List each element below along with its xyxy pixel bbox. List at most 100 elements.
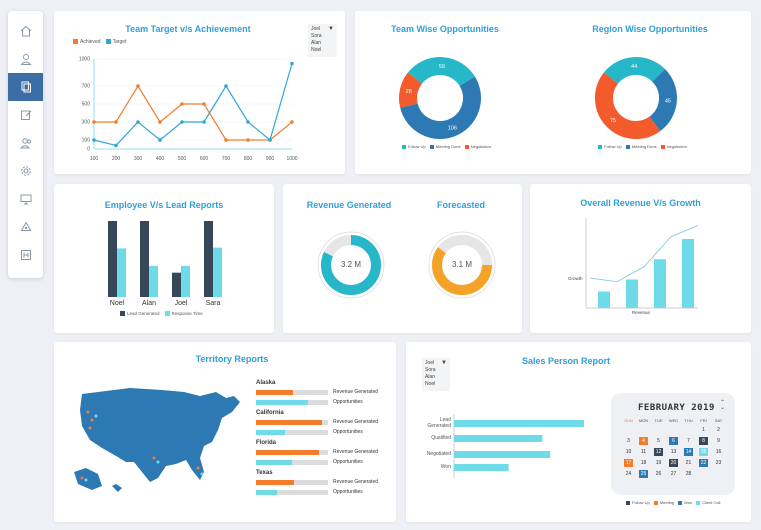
sales-person-title: Sales Person Report xyxy=(521,356,611,366)
employee-lead-card: Employee V/s Lead Reports Noel Alan Joel Sa… xyxy=(54,184,274,333)
calendar-day[interactable]: 6 xyxy=(669,437,678,445)
metric-label: Opportunities xyxy=(333,399,363,405)
dropdown-option[interactable]: Sora xyxy=(425,367,436,373)
x-tick-label: 1000 xyxy=(286,156,297,162)
region-wise-legend: Follow Up Meeting Done Negotiation xyxy=(598,144,687,149)
gauge-outer-ring xyxy=(428,231,496,299)
data-point xyxy=(158,138,162,142)
forecast-title: Forecasted xyxy=(436,200,486,210)
bar-lead-generated xyxy=(172,272,181,297)
usa-map xyxy=(74,388,240,492)
calendar-day[interactable]: 13 xyxy=(670,449,677,455)
dropdown-option[interactable]: Noel xyxy=(311,47,322,53)
calendar-day[interactable]: 2 xyxy=(717,427,720,433)
calendar-day[interactable]: 17 xyxy=(624,459,633,467)
progress-fill-opportunities xyxy=(256,460,292,465)
calendar-nav[interactable]: ⌃ ⌄ xyxy=(719,400,725,411)
calendar-day[interactable]: 7 xyxy=(687,438,690,444)
calendar-day[interactable]: 8 xyxy=(699,437,708,445)
caret-down-icon: ▼ xyxy=(441,360,447,366)
data-point xyxy=(92,138,96,142)
calendar-day[interactable]: 28 xyxy=(685,471,692,477)
sidebar-item-hospital[interactable] xyxy=(8,241,43,269)
data-point xyxy=(114,143,118,148)
calendar-day-of-week: SUN xyxy=(624,418,633,423)
calendar-day[interactable]: 24 xyxy=(625,471,632,477)
dropdown-option[interactable]: Alan xyxy=(425,374,436,380)
y-tick-label: 500 xyxy=(82,102,91,108)
sidebar-item-settings[interactable] xyxy=(8,157,43,185)
sidebar-item-recycle[interactable] xyxy=(8,213,43,241)
revenue-card: Revenue Generated Forecasted 3.2 M 3.1 M xyxy=(283,184,522,333)
bar-lead-generated xyxy=(140,221,149,297)
calendar-day[interactable]: 25 xyxy=(639,470,648,478)
team-target-title: Team Target v/s Achievement xyxy=(125,24,251,34)
y-tick-label: 1000 xyxy=(79,57,90,63)
y-tick-label: 0 xyxy=(87,147,90,153)
dropdown-option[interactable]: Noel xyxy=(425,381,436,387)
dropdown-option[interactable]: Alan xyxy=(311,40,322,46)
calendar-day[interactable]: 22 xyxy=(699,459,708,467)
legend-item: Client Call xyxy=(702,500,721,505)
forecast-gauge xyxy=(428,231,496,299)
sidebar-item-copy[interactable] xyxy=(8,73,43,101)
sidebar-item-edit[interactable] xyxy=(8,101,43,129)
revenue-bar xyxy=(626,279,638,308)
calendar-day[interactable]: 21 xyxy=(685,460,692,466)
category-label: Generated xyxy=(427,423,451,429)
sidebar-item-monitor[interactable] xyxy=(8,185,43,213)
data-point xyxy=(268,138,272,142)
dropdown-option[interactable]: Joel xyxy=(311,26,321,32)
employee-lead-legend: Lead Generated Response Time xyxy=(120,311,203,317)
data-point xyxy=(136,120,140,124)
calendar-day[interactable]: 26 xyxy=(655,471,662,477)
sidebar-item-users[interactable] xyxy=(8,129,43,157)
calendar-day-of-week: THU xyxy=(684,418,693,423)
data-point xyxy=(180,102,184,106)
state-name: Texas xyxy=(256,470,273,476)
calendar-day[interactable]: 3 xyxy=(627,438,630,444)
legend-item: Negotiation xyxy=(666,144,687,149)
progress-fill-revenue xyxy=(256,450,319,455)
chevron-up-icon[interactable]: ⌃ xyxy=(719,400,725,406)
dropdown-option[interactable]: Joel xyxy=(425,360,435,366)
calendar-day[interactable]: 5 xyxy=(657,438,660,444)
bar-response-time xyxy=(117,248,126,297)
chevron-down-icon[interactable]: ⌄ xyxy=(719,405,725,411)
calendar-day[interactable]: 10 xyxy=(625,449,632,455)
data-point xyxy=(224,138,228,142)
data-point xyxy=(290,120,294,124)
calendar-day[interactable]: 4 xyxy=(639,437,648,445)
calendar-day[interactable]: 15 xyxy=(699,448,708,456)
h-square-icon xyxy=(20,250,31,260)
calendar-day[interactable]: 20 xyxy=(669,459,678,467)
sidebar-item-home[interactable] xyxy=(8,17,43,45)
team-target-dropdown[interactable]: Joel Sora Alan Noel ▼ xyxy=(308,24,337,57)
overall-revenue-card: Overall Revenue V/s Growth Growth Revenu… xyxy=(530,184,751,333)
state-name: Alaska xyxy=(256,380,276,386)
calendar-day[interactable]: 1 xyxy=(702,427,705,433)
calendar-day[interactable]: 27 xyxy=(670,471,677,477)
progress-fill-revenue xyxy=(256,420,323,425)
calendar-day[interactable]: 16 xyxy=(715,449,722,455)
calendar-day[interactable]: 12 xyxy=(654,448,663,456)
calendar-day[interactable]: 14 xyxy=(684,448,693,456)
employee-lead-chart: Noel Alan Joel Sara xyxy=(108,221,222,307)
calendar-day[interactable]: 9 xyxy=(717,438,720,444)
calendar-day[interactable]: 23 xyxy=(715,460,722,466)
edit-icon xyxy=(20,110,31,120)
progress-track xyxy=(256,460,328,465)
sales-dropdown[interactable]: Joel Sora Alan Noel ▼ xyxy=(422,358,450,391)
bar-response-time xyxy=(181,265,190,297)
calendar-day[interactable]: 11 xyxy=(640,449,647,455)
dropdown-option[interactable]: Sora xyxy=(311,33,322,39)
calendar-day[interactable]: 19 xyxy=(655,460,662,466)
calendar-day[interactable]: 18 xyxy=(640,460,647,466)
team-target-legend: Achieved Target xyxy=(73,39,126,45)
sidebar-item-user[interactable] xyxy=(8,45,43,73)
gauge-fill xyxy=(432,235,492,295)
metric-label: Opportunities xyxy=(333,489,363,495)
legend-item: Meeting Done xyxy=(631,144,657,149)
progress-track xyxy=(256,490,328,495)
